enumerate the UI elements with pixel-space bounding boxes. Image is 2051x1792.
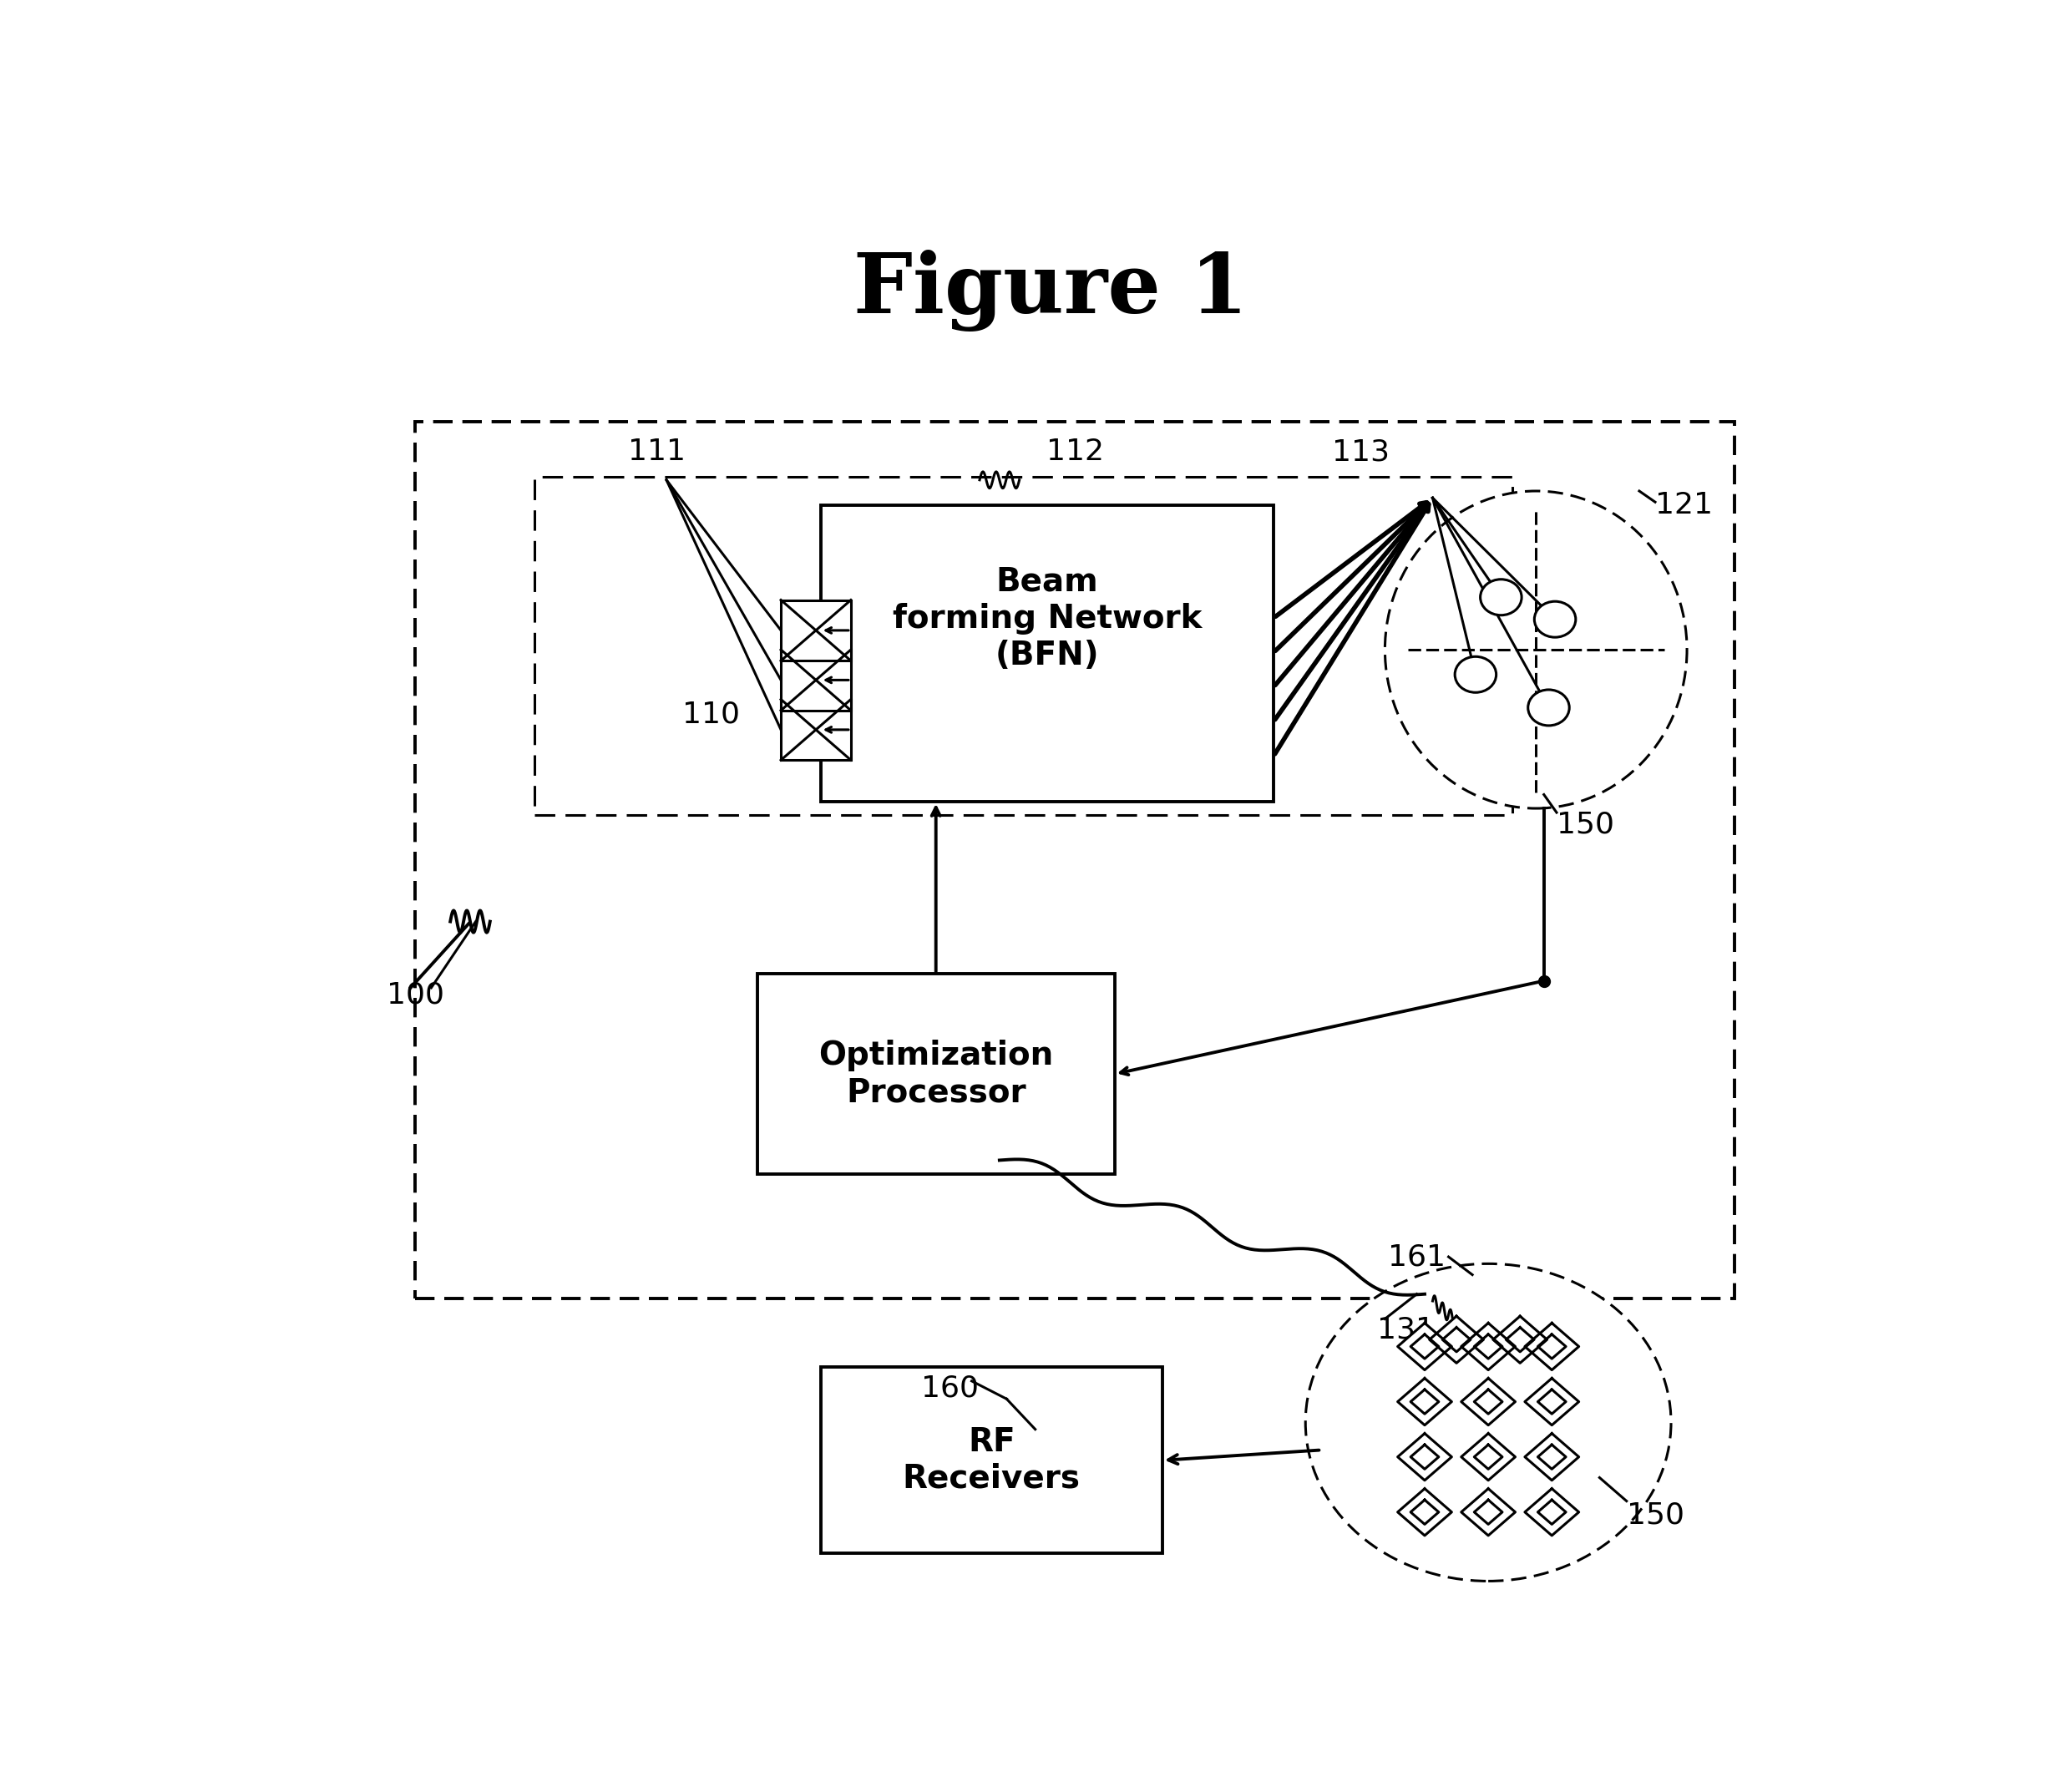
Bar: [757, 975, 1116, 1174]
Ellipse shape: [1306, 1263, 1672, 1581]
Circle shape: [1481, 579, 1522, 615]
Text: 160: 160: [921, 1374, 978, 1401]
Polygon shape: [1460, 1322, 1516, 1369]
Bar: [820, 505, 1274, 801]
Bar: [535, 477, 1512, 815]
Polygon shape: [1524, 1489, 1579, 1536]
Ellipse shape: [1384, 491, 1688, 808]
Text: 100: 100: [388, 980, 445, 1009]
Text: 150: 150: [1626, 1500, 1684, 1529]
FancyArrowPatch shape: [1169, 1450, 1319, 1464]
Text: Beam
forming Network
(BFN): Beam forming Network (BFN): [892, 566, 1202, 672]
Polygon shape: [1524, 1378, 1579, 1425]
Text: 161: 161: [1389, 1242, 1446, 1271]
Text: Figure 1: Figure 1: [853, 251, 1249, 332]
Polygon shape: [1524, 1434, 1579, 1480]
Text: 150: 150: [1557, 810, 1614, 839]
Circle shape: [1454, 656, 1497, 692]
Circle shape: [1534, 602, 1575, 638]
Text: 113: 113: [1333, 437, 1391, 466]
Polygon shape: [1397, 1434, 1452, 1480]
Polygon shape: [1460, 1378, 1516, 1425]
Bar: [781, 650, 851, 710]
Text: 121: 121: [1655, 491, 1713, 520]
Bar: [781, 699, 851, 760]
Polygon shape: [1430, 1315, 1483, 1364]
Text: 112: 112: [1046, 437, 1103, 466]
Text: 131: 131: [1376, 1315, 1434, 1344]
Polygon shape: [1460, 1434, 1516, 1480]
Bar: [414, 421, 1735, 1297]
Polygon shape: [1460, 1489, 1516, 1536]
Circle shape: [1528, 690, 1569, 726]
Text: RF
Receivers: RF Receivers: [902, 1426, 1081, 1495]
Text: 111: 111: [628, 437, 685, 466]
Bar: [820, 1367, 1163, 1554]
Polygon shape: [1397, 1378, 1452, 1425]
Polygon shape: [1397, 1489, 1452, 1536]
Polygon shape: [1524, 1322, 1579, 1369]
Text: Optimization
Processor: Optimization Processor: [818, 1039, 1054, 1107]
Text: 110: 110: [683, 701, 740, 729]
Polygon shape: [1493, 1315, 1546, 1364]
Bar: [781, 600, 851, 661]
Polygon shape: [1397, 1322, 1452, 1369]
